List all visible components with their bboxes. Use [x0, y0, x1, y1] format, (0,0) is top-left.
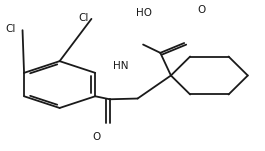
Text: HN: HN — [113, 61, 129, 71]
Text: HO: HO — [136, 8, 152, 18]
Text: Cl: Cl — [78, 13, 89, 23]
Text: Cl: Cl — [5, 24, 16, 34]
Text: O: O — [92, 132, 101, 142]
Text: O: O — [197, 5, 206, 15]
